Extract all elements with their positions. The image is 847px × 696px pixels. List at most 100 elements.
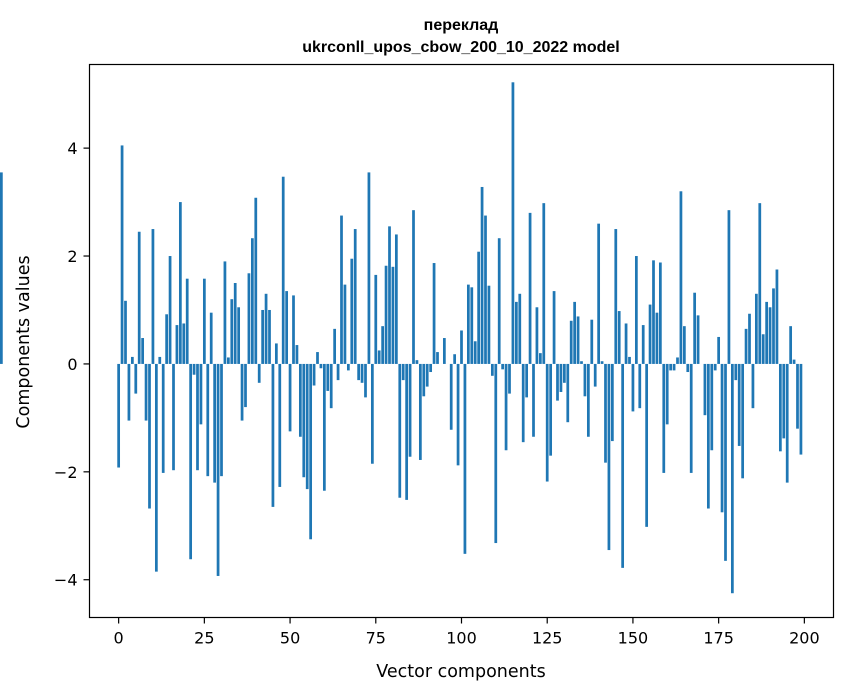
bar <box>610 363 614 442</box>
bar <box>367 172 371 364</box>
bar <box>532 363 535 437</box>
bar <box>593 363 597 387</box>
bar <box>689 363 693 473</box>
bar <box>535 307 539 364</box>
bar <box>748 313 751 364</box>
bar <box>758 203 762 364</box>
bar <box>223 261 227 364</box>
bar <box>580 361 583 364</box>
bar <box>792 359 796 364</box>
bar <box>669 363 673 371</box>
bar <box>391 266 395 364</box>
bar <box>583 363 587 397</box>
bar <box>268 309 271 364</box>
x-tick-label: 25 <box>194 629 214 648</box>
bar <box>617 311 621 364</box>
bar <box>717 336 721 364</box>
bar <box>754 293 758 364</box>
y-axis-label: Components values <box>14 255 34 428</box>
x-axis-label: Vector components <box>376 662 545 682</box>
bar <box>799 363 803 455</box>
bar <box>490 363 494 376</box>
bar <box>158 356 162 364</box>
y-tick-label: 2 <box>67 247 77 266</box>
bar <box>648 304 652 364</box>
bar <box>641 325 645 364</box>
bar <box>480 186 484 364</box>
bar <box>381 326 385 364</box>
y-tick-label: −2 <box>54 463 78 482</box>
x-tick-label: 150 <box>618 629 649 648</box>
bar <box>768 307 772 364</box>
bar <box>473 341 477 364</box>
bar <box>117 363 121 468</box>
bar <box>542 203 546 364</box>
bar <box>209 312 213 364</box>
bar <box>741 363 745 479</box>
bar <box>796 363 799 429</box>
bar <box>165 314 169 364</box>
bar <box>220 363 223 477</box>
bar <box>569 320 573 364</box>
bar <box>196 363 199 471</box>
bar <box>127 363 131 421</box>
bar <box>364 363 367 398</box>
plot-frame <box>88 63 835 619</box>
bar <box>418 363 422 460</box>
bar <box>384 265 388 364</box>
bar <box>628 356 631 364</box>
bar <box>693 292 697 364</box>
bar <box>706 363 710 509</box>
bar <box>761 334 765 364</box>
bar <box>288 363 292 432</box>
bar <box>401 363 405 381</box>
bar <box>573 301 577 364</box>
bar <box>662 363 666 473</box>
bar <box>545 363 549 482</box>
bar <box>696 315 700 364</box>
bars-group <box>0 82 803 594</box>
bar <box>237 307 241 364</box>
bar <box>528 212 532 364</box>
bar <box>785 363 789 483</box>
bar <box>686 363 690 373</box>
bar <box>141 338 145 364</box>
bar <box>199 363 203 425</box>
bar <box>377 350 381 364</box>
bar <box>319 363 323 369</box>
bar <box>727 210 731 364</box>
bar <box>278 363 282 487</box>
bar <box>178 202 182 364</box>
bar <box>501 363 505 370</box>
bar <box>504 363 508 451</box>
bar <box>250 238 254 364</box>
x-tick-label: 175 <box>703 629 734 648</box>
bar <box>429 363 433 373</box>
bar <box>466 284 470 364</box>
bar <box>285 291 289 364</box>
bar <box>124 300 127 364</box>
bar <box>765 301 769 364</box>
bar <box>312 363 316 386</box>
bar <box>559 363 563 392</box>
bar <box>329 363 333 409</box>
bar <box>576 316 580 364</box>
bar <box>161 363 165 473</box>
bar <box>137 231 141 364</box>
bar <box>230 299 234 364</box>
bar <box>713 363 717 371</box>
chart-title: переклад <box>424 17 499 34</box>
y-tick-label: 4 <box>67 139 77 158</box>
bar <box>134 363 138 394</box>
bar <box>436 352 439 364</box>
bar <box>298 363 302 437</box>
bar <box>213 363 217 483</box>
bar <box>621 363 625 568</box>
bar <box>0 172 3 364</box>
bar <box>244 363 247 408</box>
bar <box>590 319 594 364</box>
bar <box>460 330 463 364</box>
bar <box>415 360 419 364</box>
bar <box>422 363 426 397</box>
bar <box>600 361 604 364</box>
